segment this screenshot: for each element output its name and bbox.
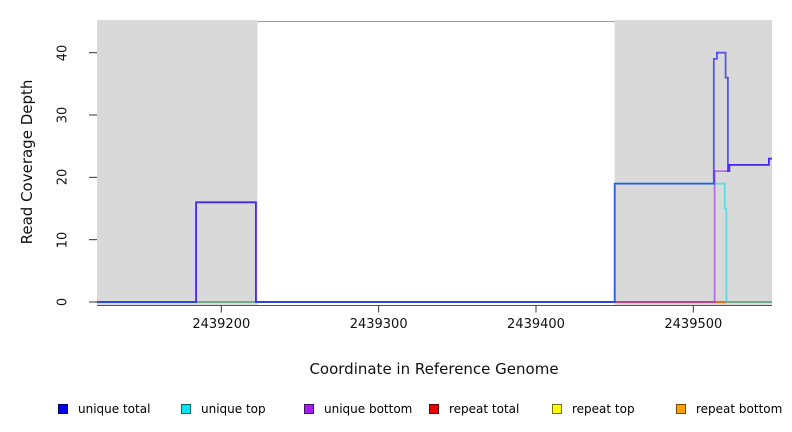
legend-label-repeat-total: repeat total — [449, 402, 520, 416]
legend-swatch-unique-total — [58, 404, 68, 414]
legend-item-repeat-top: repeat top — [552, 401, 635, 417]
plot-area — [89, 20, 772, 313]
legend-item-unique-total: unique total — [58, 401, 150, 417]
x-tick-label: 2439500 — [664, 317, 723, 332]
legend-label-repeat-bottom: repeat bottom — [696, 402, 783, 416]
x-axis-title: Coordinate in Reference Genome — [309, 360, 559, 378]
legend-item-repeat-total: repeat total — [429, 401, 519, 417]
y-tick-label: 20 — [55, 169, 71, 186]
y-axis-title: Read Coverage Depth — [18, 79, 36, 245]
series-line-unique-total — [97, 51, 772, 303]
legend-item-repeat-bottom: repeat bottom — [676, 401, 782, 417]
x-tick-label: 2439300 — [349, 317, 408, 332]
x-tick-label: 2439400 — [507, 317, 565, 332]
legend-swatch-repeat-top — [552, 404, 562, 414]
legend-item-unique-top: unique top — [181, 401, 266, 417]
legend-label-repeat-top: repeat top — [572, 402, 635, 416]
x-tick-label: 2439200 — [192, 317, 251, 332]
legend-label-unique-bottom: unique bottom — [324, 402, 413, 416]
legend-item-unique-bottom: unique bottom — [304, 401, 412, 417]
shaded-right-repeat-region — [614, 20, 772, 305]
legend-swatch-unique-bottom — [304, 404, 314, 414]
legend-swatch-repeat-bottom — [676, 404, 686, 414]
legend-swatch-unique-top — [181, 404, 191, 414]
y-tick-label: 10 — [55, 231, 71, 248]
legend-label-unique-total: unique total — [78, 402, 151, 416]
legend-swatch-repeat-total — [429, 404, 439, 414]
y-tick-label: 40 — [55, 44, 71, 61]
y-tick-label: 30 — [55, 106, 71, 124]
y-tick-label: 0 — [55, 297, 71, 307]
shaded-left-repeat-region — [97, 20, 258, 305]
legend-label-unique-top: unique top — [201, 402, 266, 416]
